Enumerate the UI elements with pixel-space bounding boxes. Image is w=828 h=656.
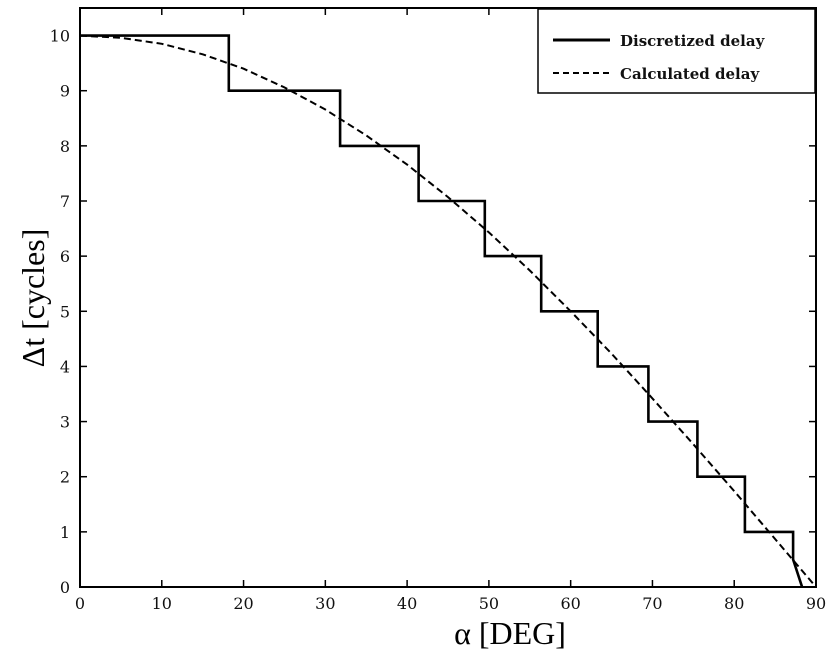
y-tick-label: 6 bbox=[60, 247, 70, 266]
legend-box bbox=[537, 8, 816, 94]
legend-label-calculated: Calculated delay bbox=[620, 65, 760, 83]
x-tick-label: 80 bbox=[724, 594, 744, 613]
y-tick-label: 10 bbox=[50, 27, 70, 46]
x-tick-label: 40 bbox=[397, 594, 417, 613]
legend-label-discretized: Discretized delay bbox=[620, 32, 766, 50]
y-tick-label: 0 bbox=[60, 578, 70, 597]
x-tick-label: 10 bbox=[152, 594, 172, 613]
x-tick-label: 90 bbox=[806, 594, 826, 613]
legend: Discretized delay Calculated delay bbox=[537, 8, 816, 94]
y-tick-label: 4 bbox=[60, 357, 70, 376]
x-tick-label: 30 bbox=[315, 594, 335, 613]
x-tick-label: 20 bbox=[233, 594, 253, 613]
x-tick-label: 60 bbox=[560, 594, 580, 613]
x-tick-label: 70 bbox=[642, 594, 662, 613]
plot-area-frame bbox=[79, 7, 817, 588]
series-line-calculated-delay bbox=[79, 34, 817, 588]
x-tick-label: 0 bbox=[75, 594, 85, 613]
x-axis-ticks: 0 10 20 30 40 50 60 70 80 90 bbox=[75, 8, 826, 613]
y-axis-title: Δt [cycles] bbox=[15, 229, 51, 368]
y-tick-label: 8 bbox=[60, 137, 70, 156]
y-tick-label: 9 bbox=[60, 82, 70, 101]
x-tick-label: 50 bbox=[479, 594, 499, 613]
series-layer bbox=[79, 34, 817, 588]
x-axis-title: α [DEG] bbox=[454, 615, 566, 651]
y-axis-ticks: 0 1 2 3 4 5 6 7 8 9 10 bbox=[50, 27, 816, 597]
y-tick-label: 7 bbox=[60, 192, 70, 211]
y-tick-label: 1 bbox=[60, 523, 70, 542]
y-tick-label: 2 bbox=[60, 468, 70, 487]
y-tick-label: 3 bbox=[60, 413, 70, 432]
series-line-discretized-delay bbox=[80, 34, 804, 588]
y-tick-label: 5 bbox=[60, 302, 70, 321]
